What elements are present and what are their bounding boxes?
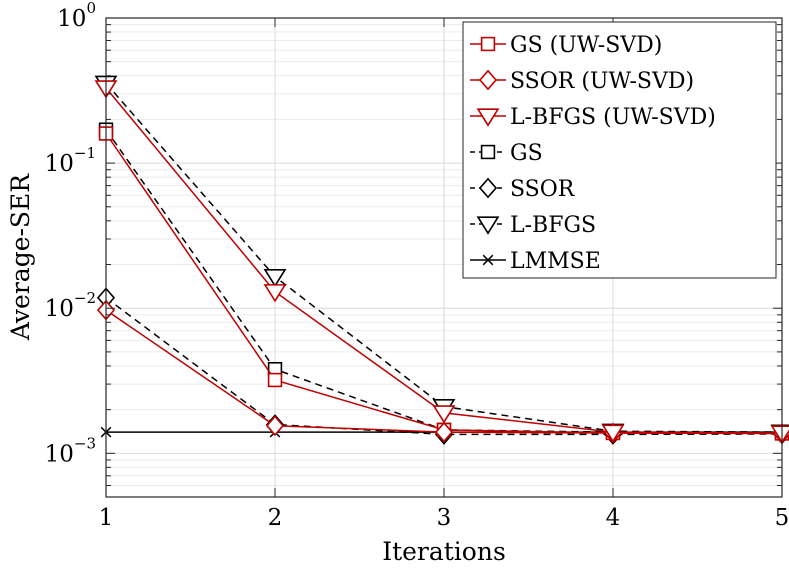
data-point [265, 415, 285, 437]
legend: GS (UW-SVD) SSOR (UW-SVD) L-BFGS (UW-SVD) G… [462, 21, 777, 279]
y-tick-exponent: −2 [74, 289, 96, 307]
legend-entry: GS (UW-SVD) [470, 33, 662, 58]
x-tick-label: 2 [268, 505, 283, 531]
data-point [432, 405, 456, 424]
legend-label: L-BFGS (UW-SVD) [510, 105, 716, 130]
legend-entry: SSOR [470, 177, 576, 202]
y-tick-exponent: 0 [86, 0, 96, 17]
data-point [263, 284, 287, 303]
legend-marker [476, 216, 500, 235]
y-axis-title: Average-SER [6, 173, 35, 341]
legend-entry: SSOR (UW-SVD) [470, 69, 694, 94]
series-l-bfgs-uw-svd [94, 80, 789, 444]
legend-marker [478, 177, 498, 199]
legend-box [462, 21, 777, 279]
legend-marker [480, 144, 496, 160]
y-tick-label: 10−3 [45, 434, 96, 467]
legend-label: SSOR (UW-SVD) [510, 69, 694, 94]
y-tick-label: 10−2 [45, 289, 96, 322]
x-tick-label: 3 [437, 505, 452, 531]
legend-label: L-BFGS [510, 213, 596, 238]
legend-entry: GS [470, 141, 543, 166]
data-point [601, 424, 625, 443]
legend-marker [480, 36, 496, 52]
legend-marker [476, 108, 500, 127]
y-tick-exponent: −3 [74, 434, 96, 452]
legend-entry: L-BFGS [470, 213, 596, 238]
x-tick-label: 4 [606, 505, 621, 531]
legend-label: LMMSE [510, 249, 601, 274]
legend-entry: L-BFGS (UW-SVD) [470, 105, 716, 130]
legend-entry: LMMSE [470, 249, 601, 274]
y-tick-label: 10−1 [45, 144, 96, 177]
legend-marker [478, 69, 498, 91]
series-lines [94, 75, 789, 445]
x-axis-title: Iterations [382, 537, 506, 566]
series-line [105, 297, 783, 436]
data-point [267, 372, 283, 388]
data-point [263, 269, 287, 288]
y-tick-exponent: −1 [74, 144, 96, 162]
legend-label: GS [510, 141, 543, 166]
legend-marker [482, 254, 494, 266]
data-point [434, 421, 454, 443]
legend-label: SSOR [510, 177, 576, 202]
y-tick-label: 100 [57, 0, 96, 32]
x-tick-label: 5 [775, 505, 789, 531]
x-tick-label: 1 [99, 505, 114, 531]
legend-label: GS (UW-SVD) [510, 33, 662, 58]
